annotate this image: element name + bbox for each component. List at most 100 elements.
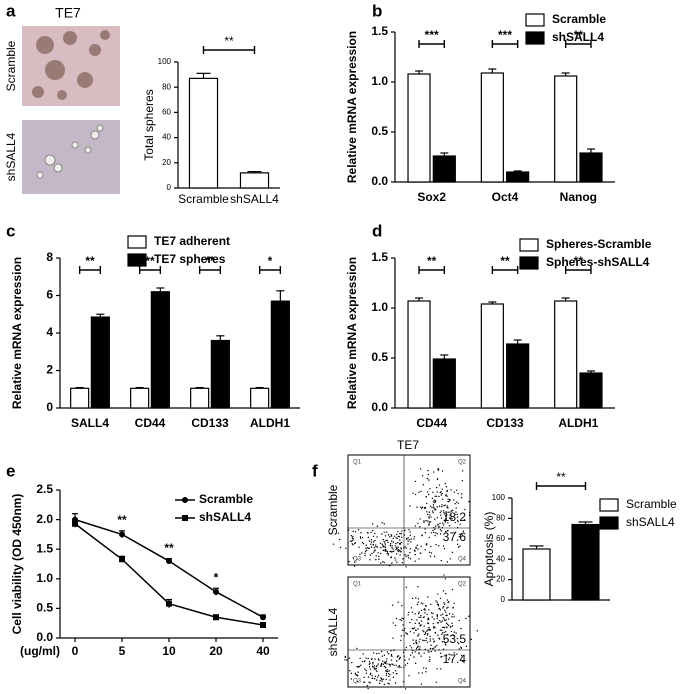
event-dot bbox=[436, 614, 439, 617]
event-dot bbox=[415, 597, 417, 599]
event-dot bbox=[428, 626, 430, 629]
x-tick-label: ALDH1 bbox=[558, 416, 598, 430]
event-dot bbox=[354, 531, 357, 533]
event-dot bbox=[375, 545, 377, 548]
event-dot bbox=[404, 529, 406, 532]
event-dot bbox=[409, 505, 411, 507]
event-dot bbox=[436, 622, 439, 624]
event-dot bbox=[367, 676, 370, 678]
legend-label: Scramble bbox=[199, 492, 253, 506]
event-dot bbox=[429, 555, 432, 557]
event-dot bbox=[358, 546, 360, 548]
event-dot bbox=[457, 546, 460, 548]
event-dot bbox=[411, 652, 414, 654]
event-dot bbox=[375, 558, 377, 561]
event-dot bbox=[445, 486, 448, 488]
event-dot bbox=[370, 672, 372, 675]
event-dot bbox=[442, 510, 445, 512]
event-dot bbox=[378, 558, 380, 560]
event-dot bbox=[420, 683, 423, 685]
panel-letter: a bbox=[6, 1, 16, 20]
y-axis-title: Apoptosis (%) bbox=[482, 512, 496, 587]
event-dot bbox=[365, 549, 368, 552]
event-dot bbox=[394, 682, 397, 684]
bar bbox=[270, 300, 290, 409]
event-dot bbox=[389, 665, 391, 667]
event-dot bbox=[352, 543, 354, 546]
event-dot bbox=[429, 656, 431, 658]
legend-swatch bbox=[519, 238, 539, 252]
event-dot bbox=[408, 539, 410, 541]
image-label: shSALL4 bbox=[4, 132, 18, 181]
event-dot bbox=[388, 683, 390, 685]
event-dot bbox=[436, 668, 438, 670]
event-dot bbox=[437, 524, 439, 526]
event-dot bbox=[437, 622, 440, 624]
event-dot bbox=[468, 511, 471, 514]
event-dot bbox=[420, 616, 422, 618]
event-dot bbox=[446, 561, 449, 563]
event-dot bbox=[456, 513, 458, 516]
cell-cluster bbox=[89, 44, 101, 56]
event-dot bbox=[430, 516, 432, 518]
event-dot bbox=[468, 514, 471, 516]
event-dot bbox=[460, 647, 463, 649]
event-dot bbox=[414, 560, 416, 562]
event-dot bbox=[396, 673, 398, 675]
event-dot bbox=[378, 555, 380, 558]
event-dot bbox=[376, 525, 379, 527]
event-dot bbox=[374, 550, 376, 552]
event-dot bbox=[364, 660, 366, 662]
event-dot bbox=[391, 546, 393, 549]
event-dot bbox=[371, 658, 373, 660]
event-dot bbox=[450, 510, 453, 512]
event-dot bbox=[408, 529, 410, 531]
event-dot bbox=[432, 622, 434, 625]
event-dot bbox=[433, 647, 435, 649]
event-dot bbox=[439, 529, 442, 531]
event-dot bbox=[374, 668, 376, 671]
event-dot bbox=[425, 520, 427, 522]
event-dot bbox=[442, 522, 444, 524]
micrograph bbox=[22, 120, 120, 194]
event-dot bbox=[429, 488, 431, 490]
y-tick-label: 0.0 bbox=[371, 174, 388, 188]
event-dot bbox=[366, 532, 369, 534]
event-dot bbox=[376, 536, 378, 538]
event-dot bbox=[365, 544, 368, 546]
event-dot bbox=[403, 547, 405, 549]
event-dot bbox=[427, 633, 429, 635]
event-dot bbox=[379, 542, 382, 544]
event-dot bbox=[443, 504, 445, 507]
event-dot bbox=[414, 662, 417, 664]
event-dot bbox=[403, 655, 405, 657]
event-dot bbox=[431, 616, 433, 618]
bar bbox=[506, 171, 530, 183]
event-dot bbox=[418, 648, 420, 651]
event-dot bbox=[371, 529, 374, 532]
significance: ** bbox=[574, 28, 584, 42]
panel-letter: f bbox=[312, 461, 318, 480]
event-dot bbox=[394, 670, 397, 672]
event-dot bbox=[433, 531, 435, 534]
x-tick-label: Oct4 bbox=[492, 190, 519, 204]
event-dot bbox=[380, 562, 382, 564]
event-dot bbox=[415, 649, 418, 651]
x-tick-label: 40 bbox=[256, 644, 270, 658]
y-tick-label: 6 bbox=[46, 288, 53, 302]
y-tick-label: 60 bbox=[162, 108, 171, 117]
event-dot bbox=[445, 644, 447, 646]
event-dot bbox=[400, 635, 402, 637]
event-dot bbox=[386, 669, 389, 671]
significance: * bbox=[214, 570, 219, 584]
event-dot bbox=[408, 675, 410, 677]
event-dot bbox=[375, 652, 378, 655]
event-dot bbox=[414, 553, 416, 556]
event-dot bbox=[396, 660, 398, 662]
event-dot bbox=[402, 624, 404, 626]
bar bbox=[506, 343, 530, 409]
event-dot bbox=[435, 681, 437, 683]
event-dot bbox=[433, 618, 435, 620]
event-dot bbox=[360, 532, 362, 534]
event-dot bbox=[444, 515, 447, 517]
